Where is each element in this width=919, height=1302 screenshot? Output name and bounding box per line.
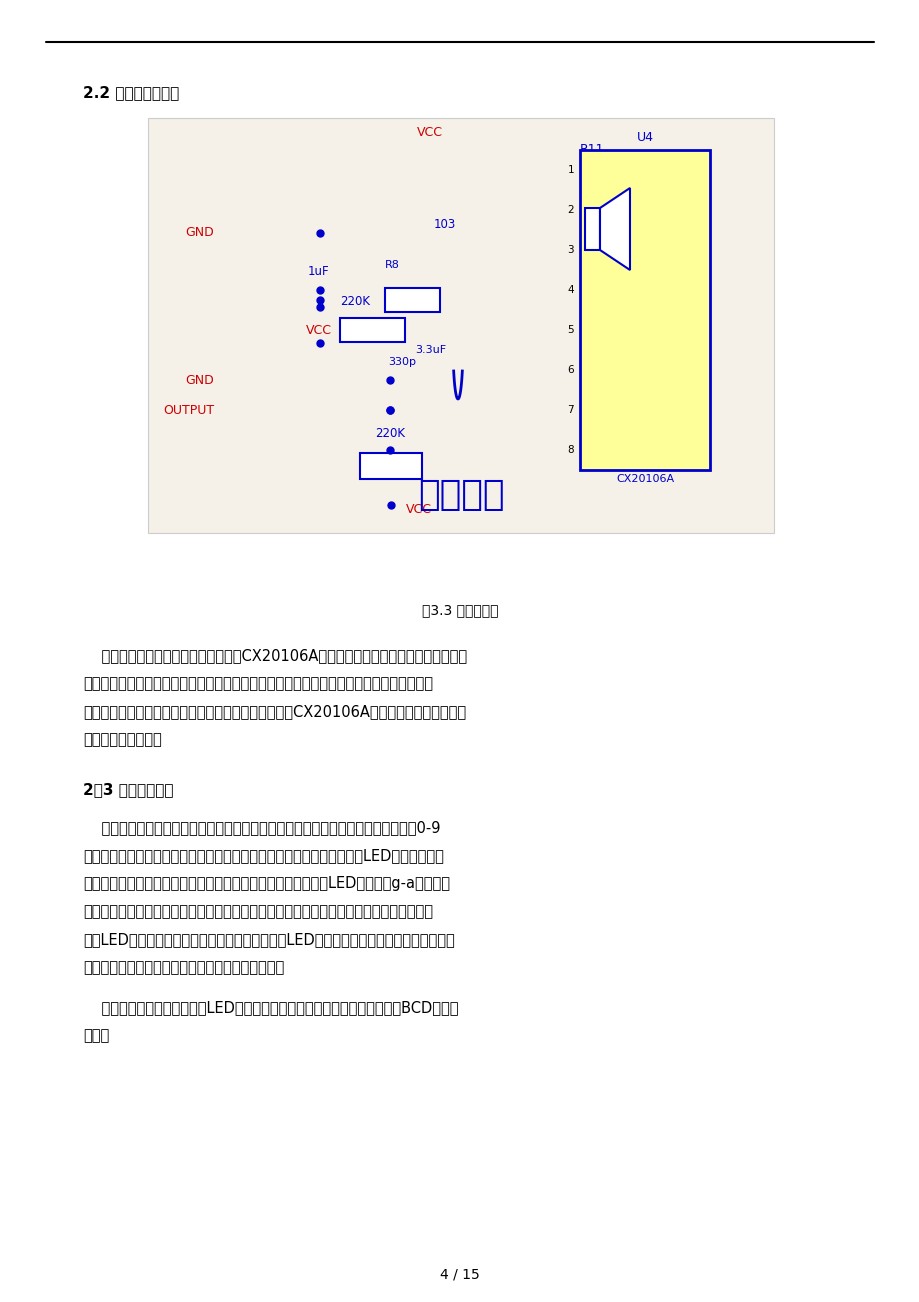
Bar [584, 208, 599, 250]
Text: 8: 8 [567, 445, 573, 454]
Text: 330p: 330p [388, 357, 415, 367]
Text: OUT: OUT [586, 405, 612, 415]
Text: R8: R8 [384, 260, 400, 270]
Text: 二极管因加正电压而发亮，因加零电压而不发亮。而在共阳极接法中，刚好与共阴极接法向: 二极管因加正电压而发亮，因加零电压而不发亮。而在共阳极接法中，刚好与共阴极接法向 [83, 904, 433, 919]
Text: 3.3uF: 3.3uF [414, 345, 446, 355]
Text: 103: 103 [433, 217, 456, 230]
Bar [579, 150, 709, 470]
Text: ·: · [458, 36, 461, 49]
Text: GND: GND [185, 374, 214, 387]
Text: C3: C3 [586, 365, 602, 375]
Text: 超声波测距系统的显示要求比较简单，测量结果采用十进制数字显示。只需能显示0-9: 超声波测距系统的显示要求比较简单，测量结果采用十进制数字显示。只需能显示0-9 [83, 820, 440, 835]
Text: 射探头对应的型号，关键是频率要一致，否则将因无法产生共振而影响接收效果，甚至无法: 射探头对应的型号，关键是频率要一致，否则将因无法产生共振而影响接收效果，甚至无法 [83, 676, 433, 691]
Text: VCC: VCC [416, 126, 443, 139]
Text: 图3.3 接收电路图: 图3.3 接收电路图 [421, 603, 498, 617]
Polygon shape [599, 187, 630, 270]
Text: 1uF: 1uF [307, 266, 328, 279]
Text: 220K: 220K [375, 427, 404, 440]
Text: 2: 2 [567, 204, 573, 215]
Text: 3: 3 [567, 245, 573, 255]
Text: C2: C2 [586, 245, 602, 255]
Bar [340, 318, 404, 342]
Text: F0: F0 [586, 326, 601, 335]
Text: ·: · [567, 36, 572, 49]
Bar [384, 288, 439, 312]
Text: 1: 1 [567, 165, 573, 174]
Text: 5: 5 [567, 326, 573, 335]
Text: OUTPUT: OUTPUT [163, 404, 214, 417]
Text: 的数字，且显示稳定无闪烁即可。因此显示部分采用七段半导体数码管即LED。根据各管的: 的数字，且显示稳定无闪烁即可。因此显示部分采用七段半导体数码管即LED。根据各管… [83, 848, 443, 863]
Text: U4: U4 [636, 132, 652, 145]
Bar [359, 453, 422, 479]
Text: 反。LED数码管具有亮度大，响应速度快等优点。LED显示器有静态显示和动态显示两种。: 反。LED数码管具有亮度大，响应速度快等优点。LED显示器有静态显示和动态显示两… [83, 932, 454, 947]
Text: 超声波接收器包括超声波接收探头、CX20106A处理两部分。超声波探头必须采用与发: 超声波接收器包括超声波接收探头、CX20106A处理两部分。超声波探头必须采用与… [83, 648, 467, 663]
Text: 4: 4 [567, 285, 573, 296]
Text: 4 / 15: 4 / 15 [439, 1268, 480, 1282]
Text: VCC: VCC [586, 445, 611, 454]
Text: 220K: 220K [340, 296, 369, 309]
Text: GND: GND [586, 285, 614, 296]
Text: 接收。由于经探头变换后的正弦波电信号非常弱，经过CX20106A处理后产生负跳变，引起: 接收。由于经探头变换后的正弦波电信号非常弱，经过CX20106A处理后产生负跳变… [83, 704, 466, 719]
Text: ·: · [347, 36, 352, 49]
Text: IN: IN [586, 165, 599, 174]
Text: R11: R11 [579, 143, 604, 156]
Text: 化，从: 化，从 [83, 1029, 109, 1043]
Text: CX20106A: CX20106A [615, 474, 674, 484]
Text: 本设计采用单片机直接驱动LED的方法，通过软件的编译来实现由二进制到BCD码的转: 本设计采用单片机直接驱动LED的方法，通过软件的编译来实现由二进制到BCD码的转 [83, 1000, 458, 1016]
Text: 极管接线形式，可分为共阴极型和共阳极型。在共阴极接法中，LED数码管的g-a七个发光: 极管接线形式，可分为共阴极型和共阳极型。在共阴极接法中，LED数码管的g-a七个… [83, 876, 449, 891]
Text: C1: C1 [586, 204, 602, 215]
Text: 7: 7 [567, 405, 573, 415]
Text: GND: GND [185, 227, 214, 240]
Text: 2．3 显示电路设计: 2．3 显示电路设计 [83, 783, 174, 797]
Text: 单片机的外部中断。: 单片机的外部中断。 [83, 732, 162, 747]
Text: 本设计中采用动态显示方式，以实时显示液位变化。: 本设计中采用动态显示方式，以实时显示液位变化。 [83, 960, 284, 975]
Text: VCC: VCC [306, 323, 332, 336]
Text: 6: 6 [567, 365, 573, 375]
Text: 4K7: 4K7 [401, 290, 423, 299]
Text: 2.2 接收电路的设计: 2.2 接收电路的设计 [83, 85, 179, 100]
Text: VCC: VCC [405, 503, 432, 516]
Bar [148, 118, 773, 533]
Text: 接收部分: 接收部分 [417, 478, 504, 512]
